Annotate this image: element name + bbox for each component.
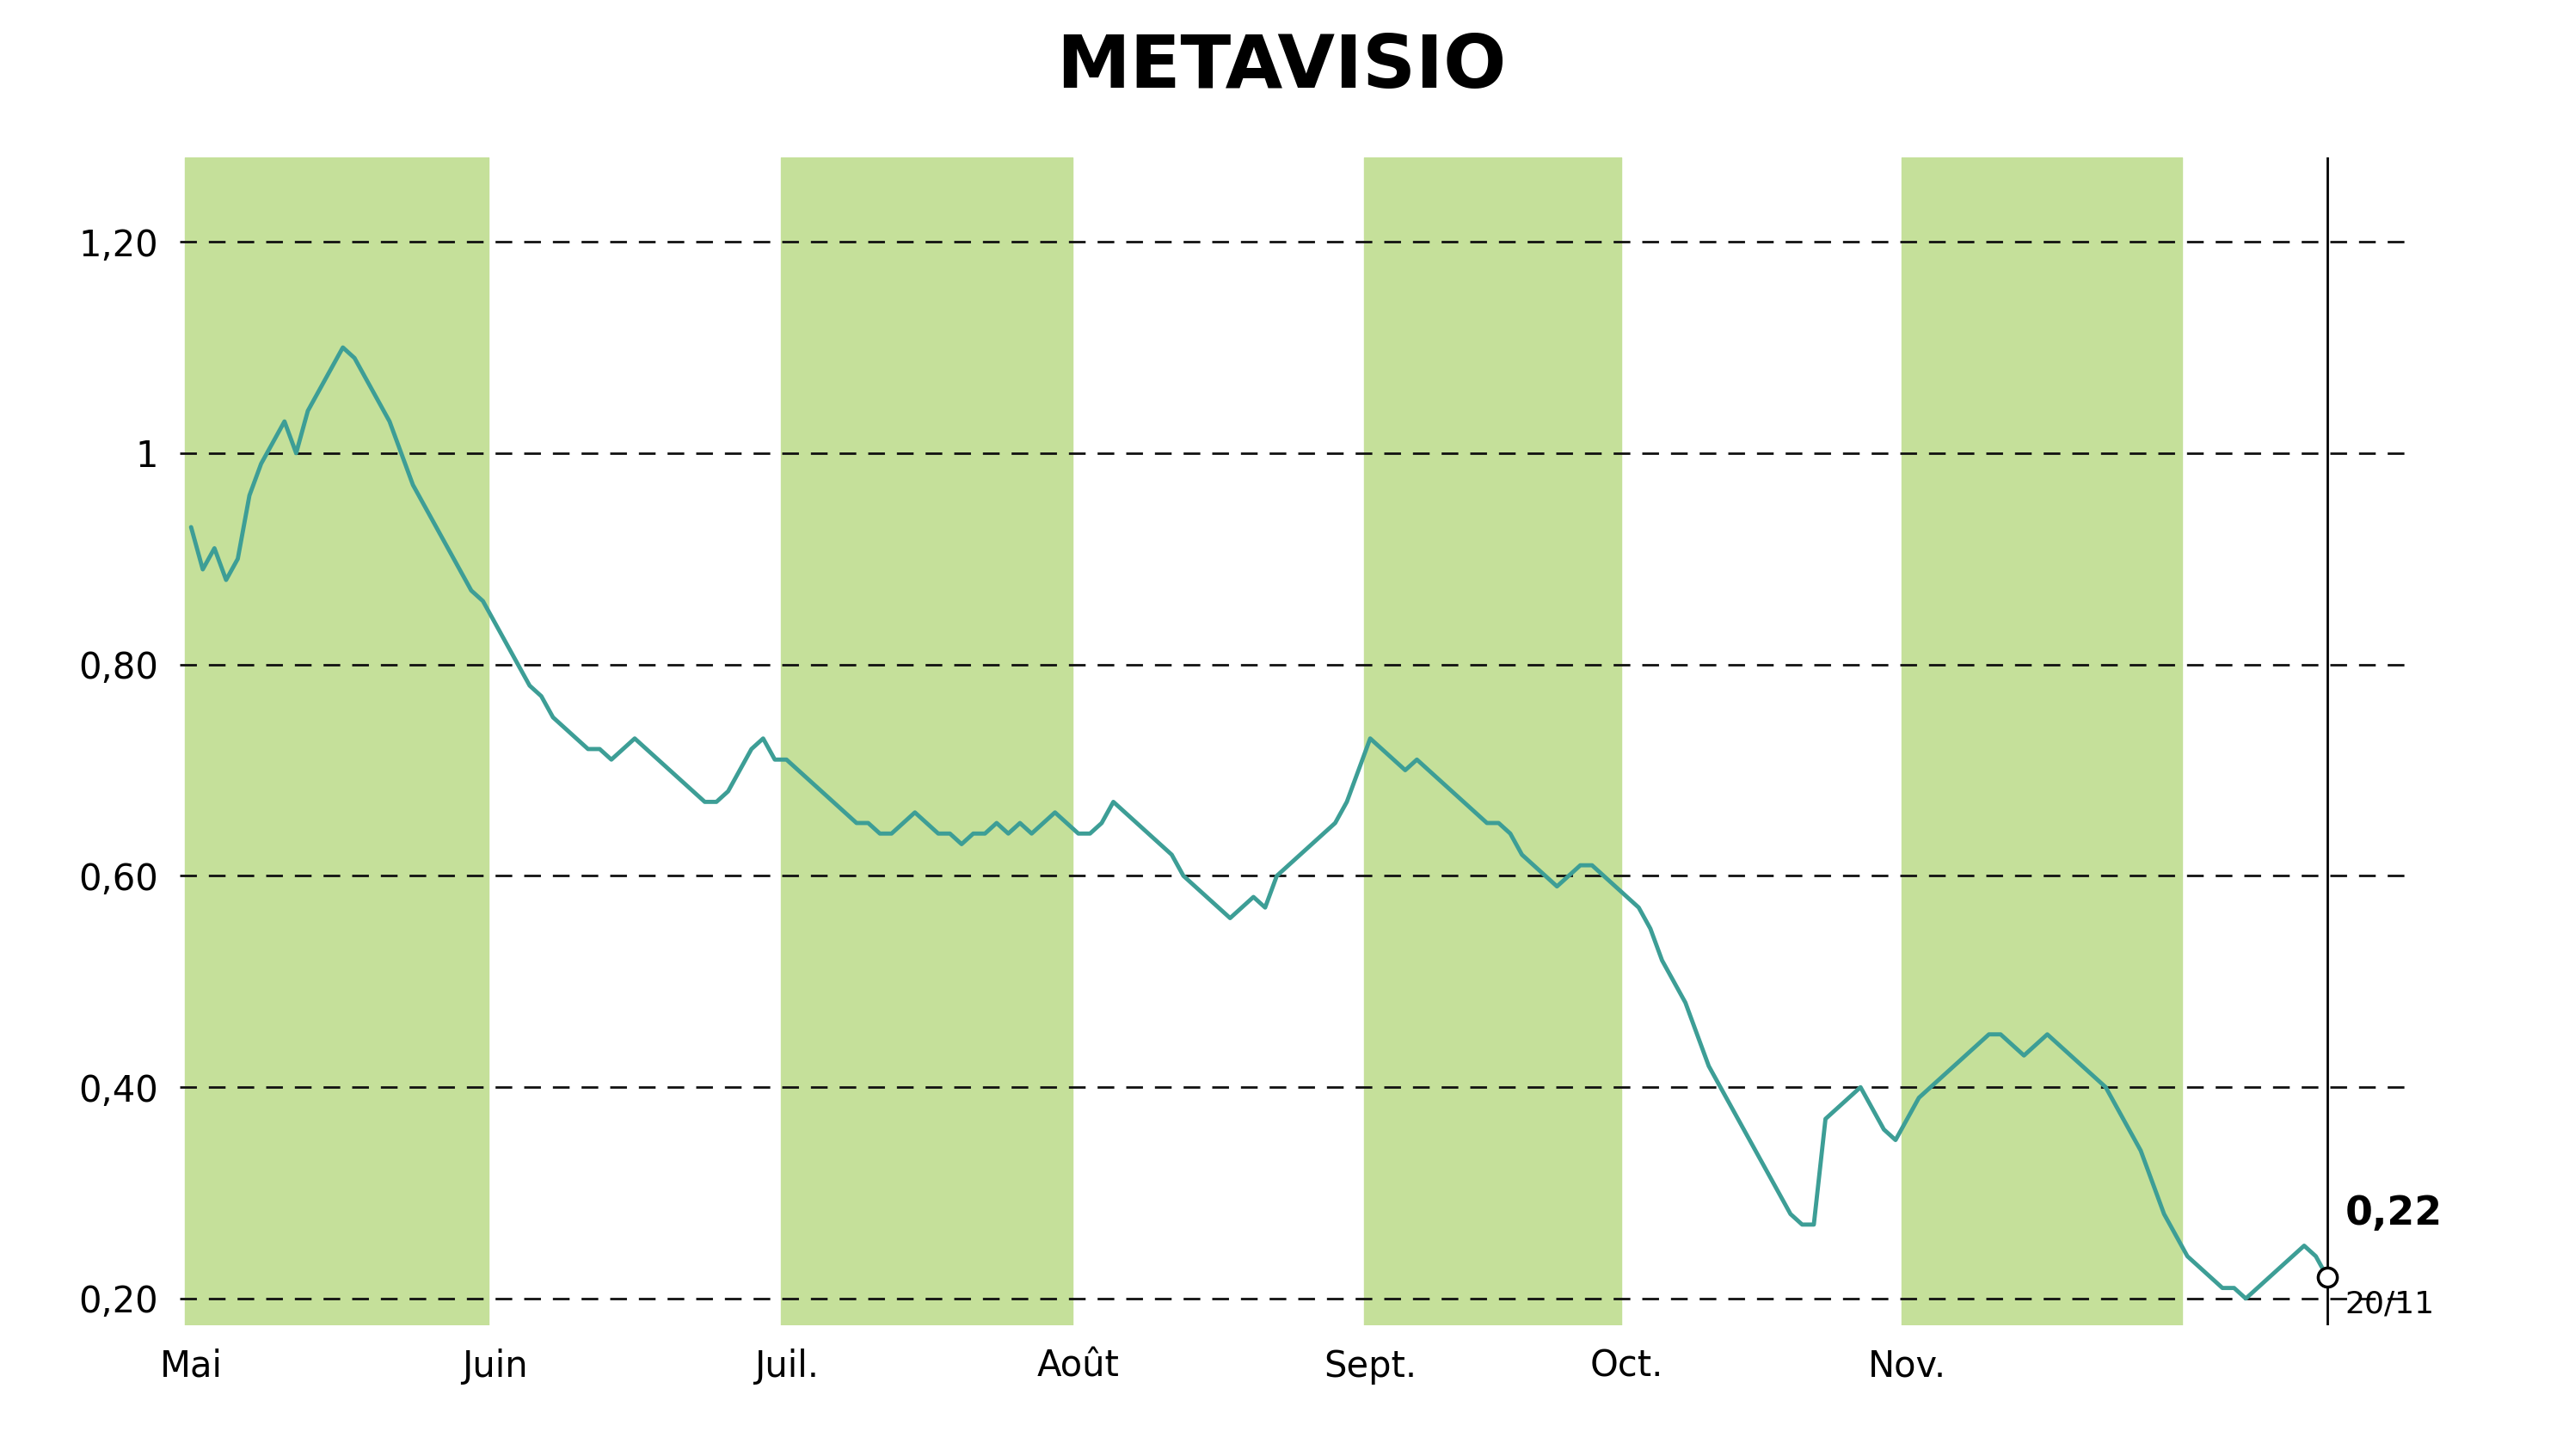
Bar	[1364, 157, 1622, 1325]
Bar	[185, 157, 490, 1325]
Bar	[782, 157, 1071, 1325]
Text: METAVISIO: METAVISIO	[1056, 32, 1507, 103]
Bar	[1902, 157, 2181, 1325]
Text: 0,22: 0,22	[2345, 1195, 2443, 1233]
Text: 20/11: 20/11	[2345, 1289, 2435, 1319]
